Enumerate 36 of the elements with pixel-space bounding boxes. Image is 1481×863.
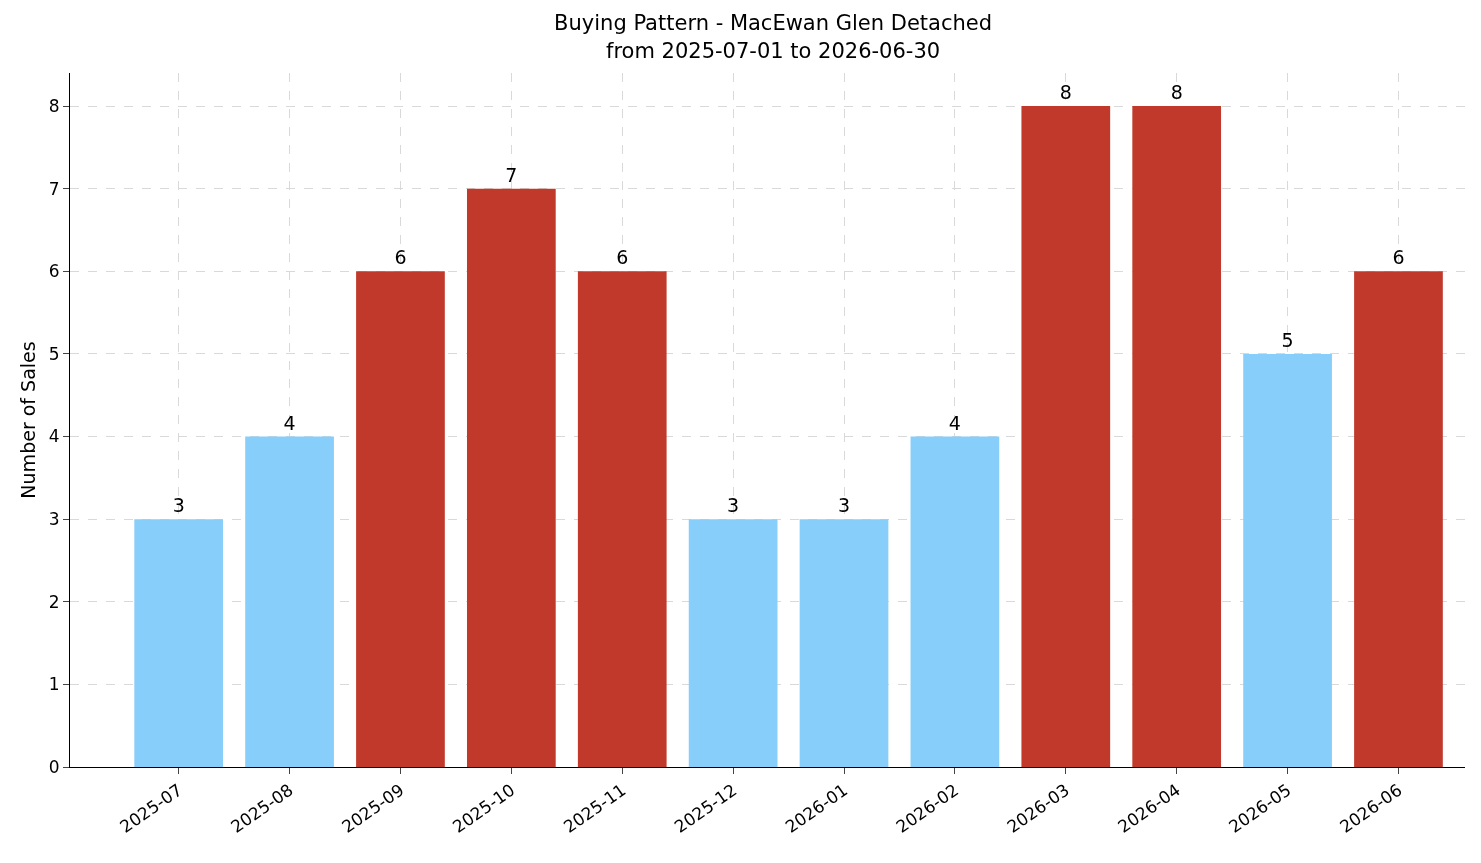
y-tick-label: 7 bbox=[48, 178, 60, 199]
bar bbox=[910, 436, 1000, 767]
bar bbox=[1243, 353, 1332, 767]
y-tick-label: 8 bbox=[48, 96, 60, 116]
chart-subtitle: from 2025-07-01 to 2026-06-30 bbox=[606, 38, 941, 63]
data-label: 3 bbox=[172, 494, 185, 517]
bar bbox=[688, 519, 778, 767]
bar bbox=[1354, 271, 1443, 767]
y-tick-label: 6 bbox=[48, 261, 60, 282]
bar bbox=[799, 519, 889, 767]
data-label: 8 bbox=[1059, 81, 1072, 104]
data-label: 6 bbox=[394, 246, 407, 269]
data-label: 8 bbox=[1170, 81, 1183, 104]
y-axis-title: Number of Sales bbox=[16, 341, 39, 499]
bar bbox=[1132, 106, 1222, 767]
data-label: 5 bbox=[1281, 328, 1294, 351]
bar bbox=[1021, 106, 1111, 767]
y-tick-label: 4 bbox=[48, 426, 60, 447]
data-label: 4 bbox=[283, 411, 296, 434]
data-label: 6 bbox=[1392, 246, 1405, 269]
y-tick-label: 3 bbox=[48, 509, 60, 530]
bar bbox=[356, 271, 445, 767]
data-label: 6 bbox=[616, 246, 629, 269]
bar bbox=[466, 188, 556, 767]
bar bbox=[245, 436, 334, 767]
bar bbox=[577, 271, 667, 767]
y-tick-label: 1 bbox=[48, 674, 60, 695]
chart-title: Buying Pattern - MacEwan Glen Detached bbox=[554, 11, 993, 36]
data-label: 4 bbox=[948, 411, 961, 434]
y-tick-label: 2 bbox=[48, 591, 60, 612]
y-tick-label: 5 bbox=[48, 343, 60, 364]
y-tick-label: 0 bbox=[48, 756, 60, 777]
data-label: 3 bbox=[727, 494, 740, 517]
bar bbox=[134, 519, 224, 767]
data-label: 3 bbox=[837, 494, 851, 517]
data-label: 7 bbox=[505, 163, 518, 186]
